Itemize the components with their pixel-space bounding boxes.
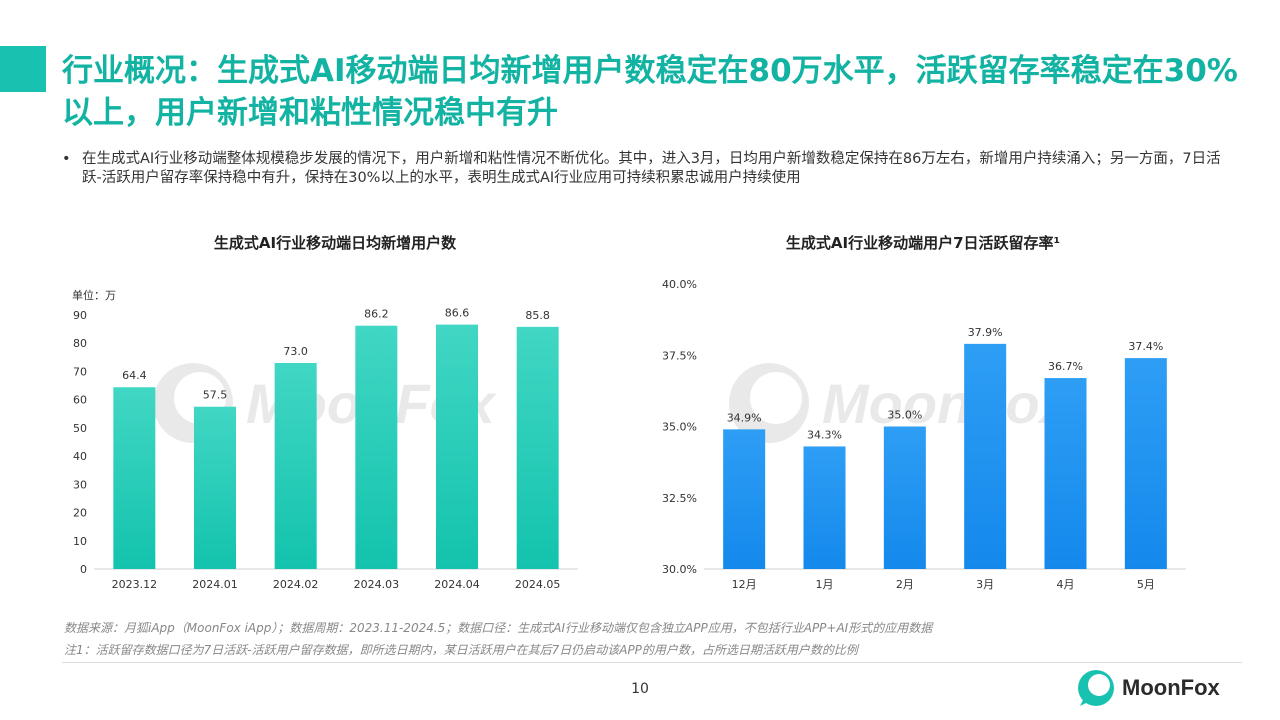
bar-chart-retention-rate: 生成式AI行业移动端用户7日活跃留存率¹ 30.0% 32.5% 35.0% 37.5%… xyxy=(662,234,1186,591)
bar xyxy=(964,343,1007,569)
chart-title: 生成式AI行业移动端日均新增用户数 xyxy=(214,234,457,252)
summary-text: 在生成式AI行业移动端整体规模稳步发展的情况下，用户新增和粘性情况不断优化。其中… xyxy=(82,151,1221,186)
x-tick-label: 2024.05 xyxy=(515,578,561,591)
y-tick-label: 60 xyxy=(73,394,87,407)
page-number: 10 xyxy=(631,681,649,697)
bar xyxy=(723,429,766,569)
y-tick-label: 37.5% xyxy=(662,349,697,362)
data-label: 86.2 xyxy=(364,308,389,321)
x-tick-label: 5月 xyxy=(1137,578,1155,591)
data-label: 57.5 xyxy=(203,389,228,402)
y-tick-label: 20 xyxy=(73,507,87,520)
y-tick-label: 80 xyxy=(73,337,87,350)
moonfox-logo-icon xyxy=(1078,670,1114,706)
bar xyxy=(1124,358,1167,569)
x-tick-label: 12月 xyxy=(732,578,757,591)
data-label: 86.6 xyxy=(445,307,470,320)
footer-divider xyxy=(62,662,1242,663)
footnotes: 数据来源：月狐iApp（MoonFox iApp）；数据周期：2023.11-2… xyxy=(64,617,932,661)
x-tick-label: 2024.02 xyxy=(273,578,319,591)
brand-logo: MoonFox xyxy=(1076,668,1220,708)
data-label: 36.7% xyxy=(1048,360,1083,373)
bar xyxy=(516,326,559,569)
chart-title: 生成式AI行业移动端用户7日活跃留存率¹ xyxy=(786,234,1060,252)
chart-retention-rate: 生成式AI行业移动端用户7日活跃留存率¹ 30.0% 32.5% 35.0% 37.5%… xyxy=(640,225,1280,605)
y-tick-label: 70 xyxy=(73,365,87,378)
bar xyxy=(1044,378,1087,569)
data-label: 34.9% xyxy=(727,411,762,424)
unit-label: 单位：万 xyxy=(72,288,116,302)
y-tick-label: 32.5% xyxy=(662,492,697,505)
y-tick-label: 30 xyxy=(73,478,87,491)
source-note: 数据来源：月狐iApp（MoonFox iApp）；数据周期：2023.11-2… xyxy=(64,621,933,635)
data-label: 64.4 xyxy=(122,369,147,382)
x-tick-label: 2月 xyxy=(896,578,914,591)
y-tick-label: 40 xyxy=(73,450,87,463)
title-accent-block xyxy=(0,46,46,92)
brand-name: MoonFox xyxy=(1122,675,1220,700)
bar xyxy=(803,446,846,569)
data-label: 37.4% xyxy=(1128,340,1163,353)
x-tick-label: 2024.01 xyxy=(192,578,238,591)
chart-daily-new-users: 生成式AI行业移动端日均新增用户数单位：万 0 10 20 30 40 50 60 70 80 90… xyxy=(0,225,640,605)
x-tick-label: 1月 xyxy=(816,578,834,591)
data-label: 34.3% xyxy=(807,428,842,441)
retention-definition-note: 注1：活跃留存数据口径为7日活跃-活跃用户留存数据，即所选日期内，某日活跃用户在… xyxy=(64,643,858,657)
x-tick-label: 2024.04 xyxy=(434,578,480,591)
bar xyxy=(194,406,236,569)
bar xyxy=(355,325,398,569)
data-label: 35.0% xyxy=(887,409,922,422)
y-tick-label: 35.0% xyxy=(662,421,697,434)
data-label: 85.8 xyxy=(525,309,550,322)
summary-bullet: • 在生成式AI行业移动端整体规模稳步发展的情况下，用户新增和粘性情况不断优化。… xyxy=(62,150,1232,188)
x-tick-label: 2023.12 xyxy=(112,578,158,591)
data-label: 73.0 xyxy=(283,345,308,358)
bar xyxy=(883,426,926,569)
bar xyxy=(113,387,156,569)
y-tick-label: 0 xyxy=(80,563,87,576)
x-tick-label: 4月 xyxy=(1057,578,1075,591)
y-tick-label: 40.0% xyxy=(662,278,697,291)
bar xyxy=(274,362,317,569)
y-tick-label: 90 xyxy=(73,309,87,322)
bar xyxy=(436,324,478,569)
y-tick-label: 30.0% xyxy=(662,563,697,576)
x-tick-label: 2024.03 xyxy=(354,578,400,591)
data-label: 37.9% xyxy=(968,326,1003,339)
y-tick-label: 10 xyxy=(73,535,87,548)
page-title: 行业概况：生成式AI移动端日均新增用户数稳定在80万水平，活跃留存率稳定在30%… xyxy=(62,53,1238,131)
bullet-dot: • xyxy=(62,151,71,167)
y-tick-label: 50 xyxy=(73,422,87,435)
x-tick-label: 3月 xyxy=(976,578,994,591)
